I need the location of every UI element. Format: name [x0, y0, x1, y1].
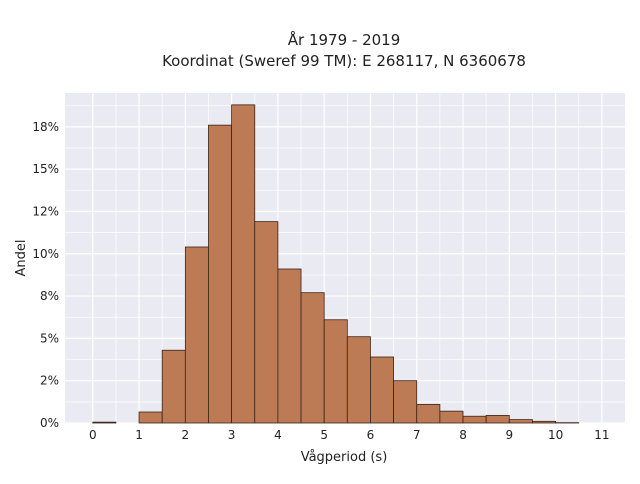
y-tick-label: 15%	[32, 162, 59, 176]
y-tick-labels: 0% 2% 5% 8% 10% 12% 15% 18%	[32, 120, 59, 430]
histogram-bar	[208, 125, 231, 423]
histogram-bar	[509, 420, 532, 423]
y-axis-label: Andel	[14, 240, 29, 277]
x-tick-labels: 0 1 2 3 4 5 6 7 8 9 10 11	[89, 428, 610, 442]
histogram-bar	[440, 411, 463, 423]
histogram-bar	[139, 412, 162, 423]
x-tick-label: 11	[594, 428, 609, 442]
x-tick-label: 8	[459, 428, 467, 442]
histogram-bar	[162, 350, 185, 423]
x-tick-label: 1	[135, 428, 143, 442]
x-tick-label: 10	[548, 428, 563, 442]
x-tick-label: 5	[320, 428, 328, 442]
chart-subtitle: Koordinat (Sweref 99 TM): E 268117, N 63…	[162, 52, 526, 70]
y-tick-label: 2%	[40, 374, 59, 388]
histogram-bar	[347, 337, 370, 423]
histogram-bar	[463, 416, 486, 423]
histogram-bar	[278, 269, 301, 423]
histogram-bar	[232, 105, 255, 423]
x-tick-label: 6	[367, 428, 375, 442]
y-tick-label: 12%	[32, 204, 59, 218]
histogram-bar	[370, 357, 393, 423]
y-tick-label: 0%	[40, 416, 59, 430]
x-tick-label: 4	[274, 428, 282, 442]
x-tick-label: 7	[413, 428, 421, 442]
x-tick-label: 2	[182, 428, 190, 442]
histogram-bar	[324, 320, 347, 423]
histogram-bar	[486, 415, 509, 423]
histogram-bar	[394, 381, 417, 423]
x-tick-label: 9	[505, 428, 513, 442]
y-tick-label: 8%	[40, 289, 59, 303]
y-tick-label: 18%	[32, 120, 59, 134]
x-tick-label: 0	[89, 428, 97, 442]
y-tick-label: 10%	[32, 247, 59, 261]
histogram-bar	[301, 293, 324, 423]
y-tick-label: 5%	[40, 331, 59, 345]
x-tick-label: 3	[228, 428, 236, 442]
histogram-bar	[185, 247, 208, 423]
x-axis-label: Vågperiod (s)	[301, 450, 388, 465]
histogram-bar	[532, 421, 555, 423]
chart-title: År 1979 - 2019	[288, 30, 401, 49]
histogram-bar	[255, 222, 278, 423]
histogram-bar	[417, 404, 440, 423]
histogram-bar	[93, 422, 116, 423]
